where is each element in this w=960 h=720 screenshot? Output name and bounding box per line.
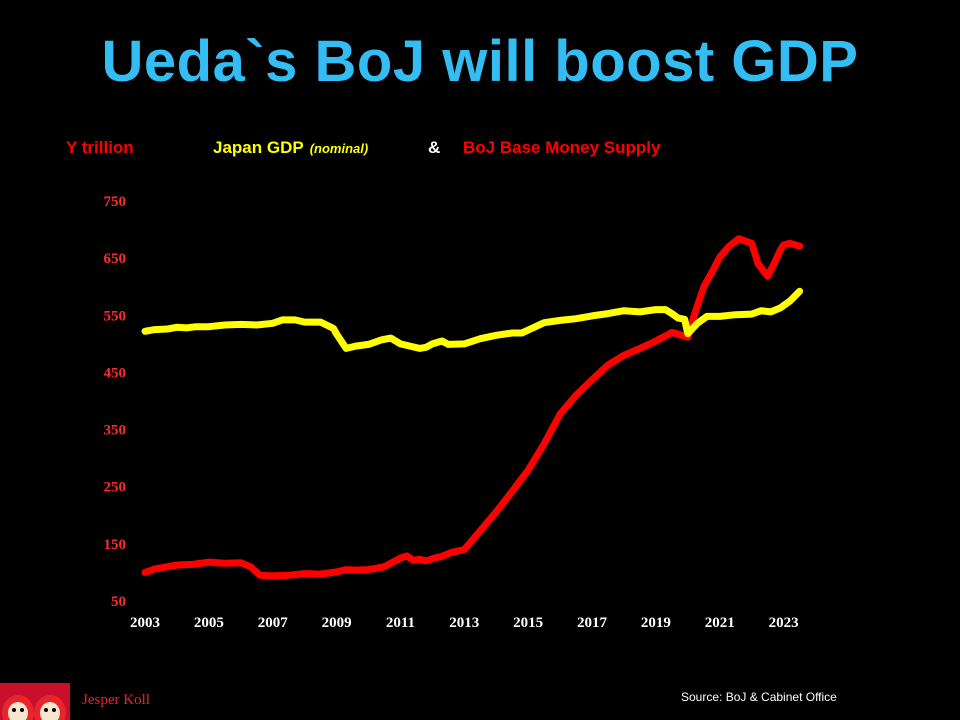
x-tick-label: 2021 (705, 615, 735, 631)
series-lines (141, 235, 804, 580)
x-tick-label: 2005 (194, 615, 224, 631)
legend-ampersand: & (428, 138, 441, 157)
x-tick-label: 2009 (322, 615, 352, 631)
x-tick-label: 2011 (386, 615, 415, 631)
y-axis-ticks: 50 150 250 350 450 550 650 750 (104, 194, 127, 610)
x-tick-label: 2007 (258, 615, 289, 631)
x-tick-label: 2015 (513, 615, 543, 631)
y-tick-label: 250 (104, 480, 127, 496)
y-tick-label: 650 (104, 251, 127, 267)
legend-gdp-label: Japan GDP (213, 138, 304, 157)
series-line-gdp (141, 287, 804, 352)
y-tick-label: 550 (104, 308, 127, 324)
author-name: Jesper Koll (82, 692, 150, 708)
y-unit-label: Y trillion (66, 138, 134, 157)
legend-gdp: Japan GDP (nominal) (213, 138, 368, 158)
x-tick-label: 2013 (449, 615, 479, 631)
legend-row: Y trillion Japan GDP (nominal) & BoJ Base… (0, 138, 960, 162)
source-note: Source: BoJ & Cabinet Office (681, 690, 837, 704)
y-tick-label: 150 (104, 537, 127, 553)
x-axis-ticks: 2003 2005 2007 2009 2011 2013 2015 2017 2019 2021… (130, 615, 799, 631)
y-tick-label: 350 (104, 423, 127, 439)
y-tick-label: 450 (104, 365, 127, 381)
x-tick-label: 2003 (130, 615, 160, 631)
x-tick-label: 2017 (577, 615, 608, 631)
x-tick-label: 2023 (769, 615, 799, 631)
y-tick-label: 750 (104, 194, 127, 210)
legend-gdp-qualifier: (nominal) (309, 141, 369, 156)
daruma-logo (0, 683, 70, 720)
chart-title: Ueda`s BoJ will boost GDP (101, 29, 859, 94)
x-tick-label: 2019 (641, 615, 671, 631)
y-tick-label: 50 (111, 594, 126, 610)
legend-money-supply: BoJ Base Money Supply (463, 138, 661, 157)
series-line-money-supply (141, 235, 804, 580)
